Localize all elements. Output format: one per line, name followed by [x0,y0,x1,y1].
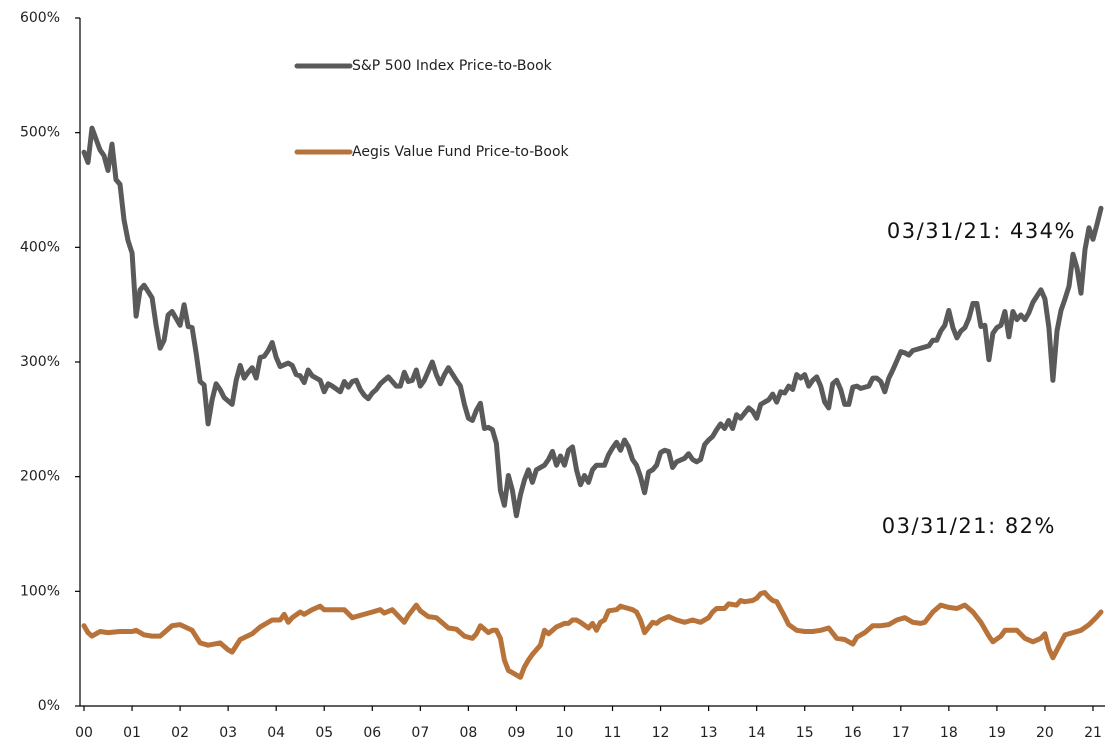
x-tick-label: 14 [748,725,766,741]
y-tick-label: 300% [20,354,60,370]
x-tick-label: 00 [75,725,93,741]
legend-label: Aegis Value Fund Price-to-Book [352,144,570,160]
x-tick-label: 15 [796,725,814,741]
series-line [81,590,1104,680]
x-tick-label: 19 [988,725,1006,741]
annotation: 03/31/21: 434% [887,219,1076,243]
x-tick-label: 02 [171,725,189,741]
x-tick-label: 13 [700,725,718,741]
x-tick-label: 21 [1084,725,1102,741]
y-tick-label: 600% [20,10,60,26]
x-tick-label: 01 [123,725,141,741]
x-tick-label: 12 [652,725,670,741]
x-tick-label: 08 [459,725,477,741]
x-tick-label: 17 [892,725,910,741]
annotation: 03/31/21: 82% [882,514,1056,538]
x-tick-label: 06 [363,725,381,741]
x-tick-label: 10 [556,725,574,741]
x-tick-label: 16 [844,725,862,741]
x-tick-label: 05 [315,725,333,741]
x-tick-label: 20 [1036,725,1054,741]
x-tick-label: 09 [508,725,526,741]
series-line [81,125,1104,519]
y-tick-label: 500% [20,125,60,141]
x-tick-label: 03 [219,725,237,741]
legend-label: S&P 500 Index Price-to-Book [352,58,553,74]
y-tick-label: 400% [20,239,60,255]
x-tick-label: 11 [604,725,622,741]
y-tick-label: 0% [38,698,60,714]
x-tick-label: 04 [267,725,285,741]
x-tick-label: 18 [940,725,958,741]
y-tick-label: 100% [20,583,60,599]
y-tick-label: 200% [20,469,60,485]
x-tick-label: 07 [411,725,429,741]
